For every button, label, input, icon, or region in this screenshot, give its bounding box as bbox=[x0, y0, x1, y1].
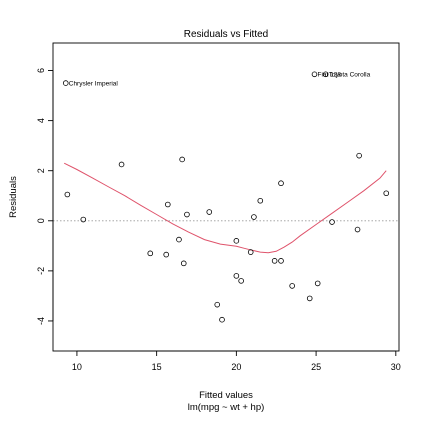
data-point bbox=[233, 273, 240, 279]
data-point bbox=[163, 251, 170, 258]
smooth-trend-line bbox=[63, 162, 387, 254]
data-point bbox=[257, 197, 264, 204]
data-point bbox=[118, 161, 125, 168]
y-tick-label: 6 bbox=[36, 68, 46, 73]
data-point bbox=[184, 211, 190, 218]
point-label: Toyota Corolla bbox=[329, 72, 371, 79]
y-tick-label: 4 bbox=[36, 118, 46, 123]
data-point bbox=[278, 258, 284, 264]
data-point bbox=[306, 295, 313, 302]
y-tick-label: -4 bbox=[36, 317, 46, 325]
x-axis-sublabel: lm(mpg ~ wt + hp) bbox=[188, 402, 265, 413]
data-point bbox=[356, 152, 362, 159]
point-label: Fiat 128 bbox=[317, 72, 341, 79]
data-point bbox=[64, 191, 71, 198]
data-point bbox=[206, 209, 213, 215]
data-point bbox=[80, 216, 87, 223]
data-point bbox=[289, 283, 295, 289]
data-point bbox=[322, 71, 329, 78]
data-point bbox=[233, 238, 240, 244]
data-point bbox=[180, 260, 187, 267]
data-point bbox=[329, 219, 335, 225]
data-point bbox=[251, 214, 257, 220]
plot-frame bbox=[52, 42, 400, 352]
data-point bbox=[219, 316, 225, 323]
x-tick-label: 30 bbox=[391, 362, 401, 372]
x-axis: 10 15 20 25 30 bbox=[72, 350, 401, 372]
data-point bbox=[278, 180, 284, 187]
data-point bbox=[62, 80, 69, 86]
points-layer bbox=[62, 71, 390, 323]
y-tick-label: -2 bbox=[36, 267, 46, 275]
x-tick-label: 15 bbox=[152, 362, 162, 372]
data-point bbox=[271, 258, 278, 264]
x-axis-label: Fitted values bbox=[199, 390, 253, 401]
data-point bbox=[238, 278, 244, 284]
x-tick-label: 25 bbox=[311, 362, 321, 372]
data-point bbox=[179, 156, 185, 163]
x-tick-label: 20 bbox=[231, 362, 241, 372]
chart-title: Residuals vs Fitted bbox=[184, 29, 268, 40]
data-point bbox=[214, 301, 221, 308]
data-point bbox=[147, 250, 154, 257]
data-point bbox=[314, 280, 321, 287]
data-point bbox=[176, 236, 182, 243]
data-point bbox=[247, 249, 254, 255]
data-point bbox=[311, 71, 318, 78]
y-axis: -4 -2 0 2 4 6 bbox=[36, 68, 54, 325]
y-tick-label: 2 bbox=[36, 168, 46, 173]
data-point bbox=[354, 226, 361, 233]
x-tick-label: 10 bbox=[72, 362, 82, 372]
y-axis-label: Residuals bbox=[8, 176, 19, 218]
data-point bbox=[165, 201, 171, 208]
point-label: Chrysler Imperial bbox=[69, 80, 119, 87]
data-point bbox=[383, 190, 390, 197]
y-tick-label: 0 bbox=[36, 218, 46, 223]
